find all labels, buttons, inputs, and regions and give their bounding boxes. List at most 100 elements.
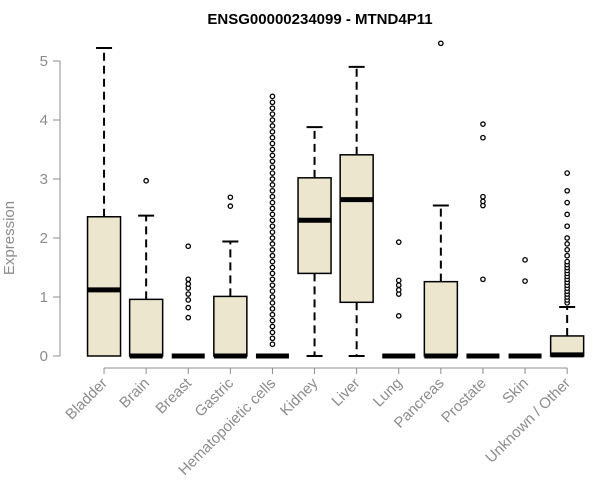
outlier-point [269,170,276,176]
y-tick-label: 3 [40,171,48,188]
outlier-point [269,246,276,253]
outlier-point [522,256,528,263]
x-tick-label: Bladder [62,375,111,424]
outlier-point [269,176,276,182]
box-unknown-other [549,170,585,358]
outlier-point [269,241,276,247]
x-tick-label: Liver [328,375,363,410]
outlier-point [185,291,192,297]
outlier-point [564,241,571,247]
outlier-point [185,314,192,321]
outlier-point [480,276,486,283]
outlier-point [522,278,528,284]
outlier-point [480,193,486,200]
box-kidney [297,126,332,357]
outlier-point [269,99,276,106]
outlier-point [269,323,276,330]
outlier-point [269,335,276,342]
iqr-box [128,298,164,357]
box-skin [508,256,542,359]
outlier-point [269,276,276,283]
outlier-point [185,304,192,311]
box-pancreas [423,40,459,359]
box-lung [382,239,416,359]
outlier-point [269,128,276,135]
outlier-point [480,198,486,205]
outlier-point [564,223,571,230]
outlier-point [564,252,571,259]
box-brain [128,177,164,359]
outlier-point [269,317,276,324]
outlier-point [564,258,571,265]
outlier-point [269,140,276,147]
iqr-box [339,154,374,304]
outlier-point [269,229,276,235]
outlier-point [185,243,192,250]
outlier-point [269,282,276,289]
outlier-point [564,235,571,241]
outlier-point [269,152,276,159]
outlier-point [269,288,276,294]
y-tick-label: 0 [40,348,48,365]
outlier-point [395,313,402,319]
iqr-box [423,280,459,357]
outlier-point [269,158,276,165]
box-bladder [86,47,122,357]
y-tick-label: 4 [40,112,48,129]
y-tick-label: 1 [40,289,48,306]
outlier-point [269,258,276,265]
outlier-point [185,276,192,283]
x-tick-label: Breast [152,374,195,417]
outlier-point [227,194,234,201]
outlier-point [269,146,276,153]
y-axis-label: Expression [1,201,18,275]
x-tick-label: Kidney [277,374,322,419]
outlier-point [269,187,276,194]
outlier-point [269,270,276,277]
outlier-point [269,105,276,112]
outlier-point [564,199,571,206]
x-tick-label: Brain [116,375,153,412]
outlier-point [395,287,402,293]
y-tick-label: 5 [40,53,48,70]
outlier-point [269,199,276,206]
iqr-box [213,295,248,357]
outlier-point [269,111,276,117]
box-prostate [466,121,500,359]
x-tick-label: Skin [499,375,532,408]
outlier-point [185,297,192,303]
outlier-point [269,305,276,312]
y-axis: 0 1 2 3 4 5 [40,53,61,365]
outlier-point [269,311,276,318]
outlier-point [269,217,276,224]
y-tick-label: 2 [40,230,48,247]
box-breast [171,243,205,359]
outlier-point [395,277,402,284]
outlier-point [480,134,486,141]
outlier-point [269,264,276,271]
box-hematopoietic-cells [255,93,289,359]
outlier-point [269,300,276,306]
outlier-point [395,282,402,289]
outlier-point [269,235,276,241]
iqr-box [86,216,122,357]
outlier-point [269,341,276,348]
outlier-point [480,121,486,127]
box-gastric [213,194,248,359]
outlier-point [269,117,276,123]
outlier-point [227,203,234,209]
outlier-point [564,187,571,194]
outlier-point [395,239,402,245]
outlier-point [564,246,571,253]
outlier-point [143,177,149,184]
outlier-point [564,170,571,176]
outlier-point [269,205,276,212]
outlier-point [269,329,276,336]
iqr-box [297,177,332,275]
outlier-point [269,294,276,300]
outlier-point [269,123,276,129]
x-tick-label: Prostate [438,375,490,427]
outlier-point [269,252,276,259]
